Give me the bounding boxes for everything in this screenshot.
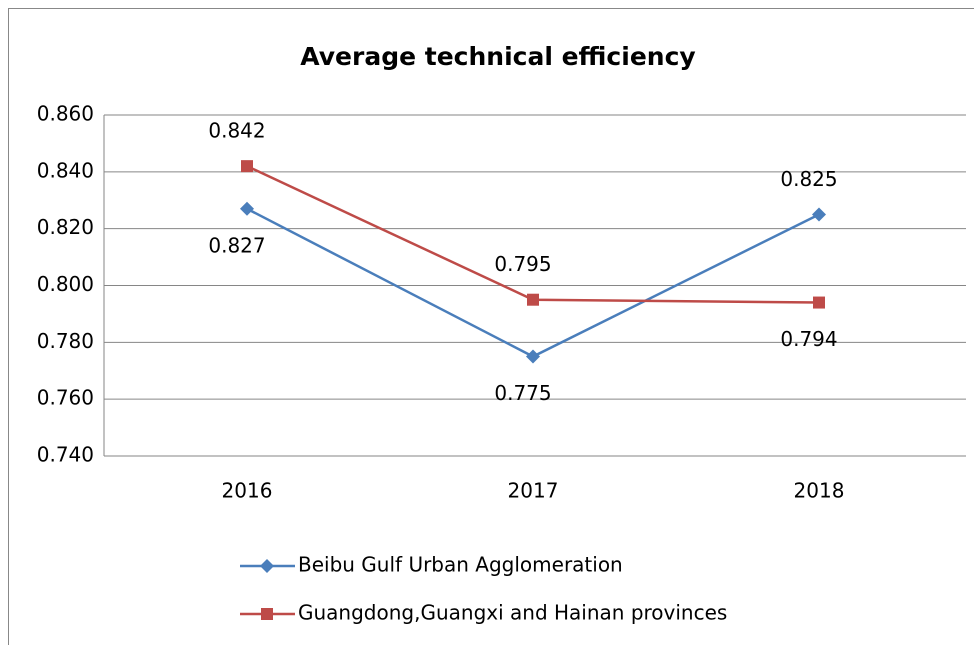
data-label: 0.842 [208,119,265,143]
chart-frame [8,8,974,645]
legend-label: Beibu Gulf Urban Agglomeration [298,553,623,577]
y-tick-label: 0.780 [37,329,94,353]
chart-title: Average technical efficiency [300,42,695,71]
y-tick-label: 0.800 [37,272,94,296]
series-line [246,207,820,358]
data-label: 0.827 [208,233,265,257]
y-tick-label: 0.840 [37,158,94,182]
data-point [240,201,254,216]
data-point [812,207,826,222]
data-label: 0.775 [494,381,551,405]
data-point [526,349,540,364]
data-point [813,296,825,309]
series-line [246,165,820,304]
data-label: 0.795 [494,252,551,276]
data-point [241,160,253,173]
legend-label: Guangdong,Guangxi and Hainan provinces [298,601,727,625]
y-tick-label: 0.860 [37,102,94,126]
y-tick-label: 0.760 [37,386,94,410]
data-label: 0.825 [780,167,837,191]
x-tick-label: 2016 [222,479,273,503]
data-label: 0.794 [780,327,837,351]
y-tick-label: 0.820 [37,215,94,239]
x-tick-label: 2018 [794,479,845,503]
data-point [527,293,539,306]
legend-marker [260,559,274,573]
x-tick-label: 2017 [508,479,559,503]
y-tick-label: 0.740 [37,443,94,467]
legend-marker [261,608,273,620]
